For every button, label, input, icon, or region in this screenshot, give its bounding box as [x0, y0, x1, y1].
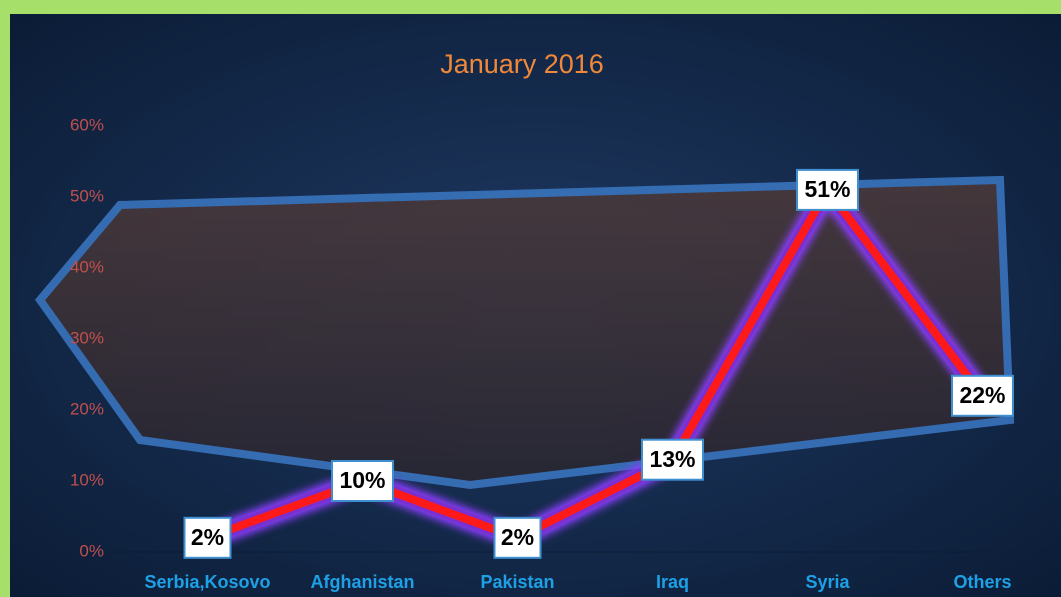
data-label: 13%: [649, 446, 695, 472]
x-tick-label: Serbia,Kosovo: [144, 572, 270, 592]
data-label: 22%: [959, 382, 1005, 408]
page: January 2016 0% 10% 20% 30% 40% 50% 60% Serbia,…: [0, 0, 1061, 597]
x-tick-label: Syria: [805, 572, 850, 592]
y-tick-label: 40%: [70, 257, 104, 276]
y-tick-label: 30%: [70, 328, 104, 347]
x-tick-label: Pakistan: [480, 572, 554, 592]
data-label: 51%: [804, 176, 850, 202]
x-tick-label: Iraq: [656, 572, 689, 592]
chart-title: January 2016: [440, 49, 604, 79]
y-tick-label: 10%: [70, 470, 104, 489]
chart: January 2016 0% 10% 20% 30% 40% 50% 60% Serbia,…: [0, 0, 1061, 597]
data-label: 2%: [501, 524, 534, 550]
data-label: 2%: [191, 524, 224, 550]
y-tick-label: 60%: [70, 115, 104, 134]
data-label: 10%: [339, 467, 385, 493]
y-tick-label: 0%: [79, 541, 104, 560]
y-tick-label: 50%: [70, 186, 104, 205]
x-tick-label: Others: [953, 572, 1011, 592]
y-tick-label: 20%: [70, 399, 104, 418]
x-tick-label: Afghanistan: [310, 572, 414, 592]
